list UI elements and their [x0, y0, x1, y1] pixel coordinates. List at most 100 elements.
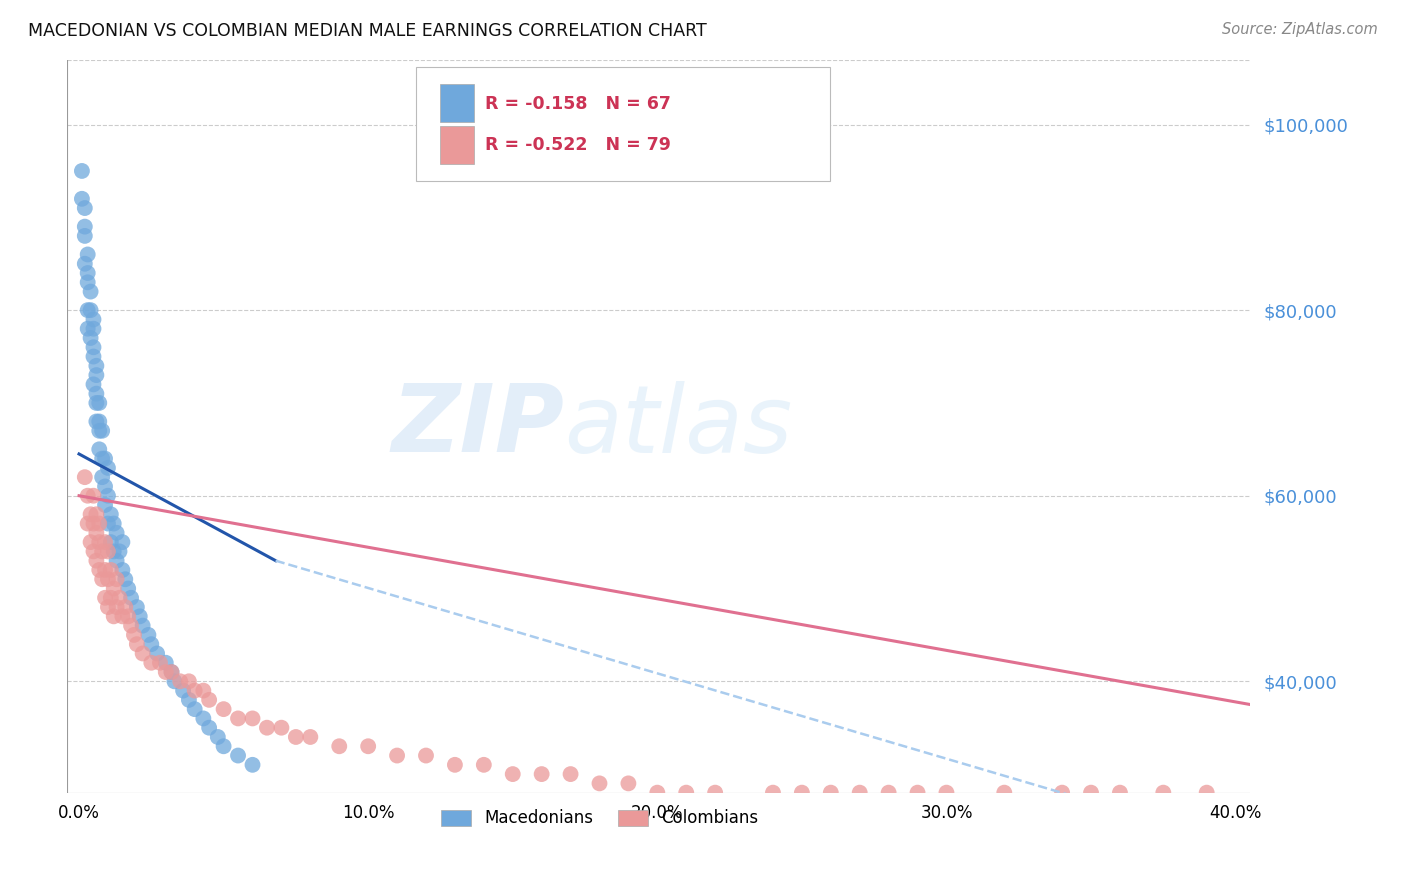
Point: [103, 516, 125, 531]
Point: [117, 609, 139, 624]
Point: [675, 786, 697, 800]
Point: [76, 303, 98, 318]
Point: [299, 730, 322, 744]
Point: [100, 535, 122, 549]
Point: [97, 544, 120, 558]
Point: [131, 647, 153, 661]
Point: [111, 563, 134, 577]
Point: [89, 563, 111, 577]
Point: [108, 591, 131, 605]
Point: [105, 572, 128, 586]
Point: [502, 767, 524, 781]
Text: Source: ZipAtlas.com: Source: ZipAtlas.com: [1222, 22, 1378, 37]
Point: [149, 656, 172, 670]
Point: [1080, 786, 1102, 800]
Point: [704, 786, 727, 800]
Point: [120, 618, 142, 632]
Point: [79, 285, 101, 299]
Point: [125, 637, 148, 651]
Point: [935, 786, 957, 800]
Point: [97, 461, 120, 475]
Point: [82, 312, 104, 326]
Point: [82, 350, 104, 364]
Point: [94, 498, 117, 512]
Point: [212, 739, 235, 754]
Point: [86, 525, 108, 540]
Point: [111, 535, 134, 549]
Point: [160, 665, 183, 679]
Point: [73, 470, 96, 484]
Point: [76, 516, 98, 531]
Point: [86, 554, 108, 568]
Point: [89, 396, 111, 410]
Point: [105, 525, 128, 540]
Point: [94, 563, 117, 577]
Point: [82, 544, 104, 558]
Text: atlas: atlas: [564, 381, 793, 472]
Point: [76, 489, 98, 503]
Point: [79, 508, 101, 522]
Point: [172, 683, 194, 698]
FancyBboxPatch shape: [440, 126, 474, 164]
Point: [103, 582, 125, 596]
Text: MACEDONIAN VS COLOMBIAN MEDIAN MALE EARNINGS CORRELATION CHART: MACEDONIAN VS COLOMBIAN MEDIAN MALE EARN…: [28, 22, 707, 40]
Point: [86, 368, 108, 383]
Point: [131, 618, 153, 632]
Point: [91, 544, 114, 558]
Point: [160, 665, 183, 679]
Point: [444, 757, 467, 772]
Point: [198, 693, 221, 707]
Point: [100, 508, 122, 522]
Point: [97, 600, 120, 615]
Text: ZIP: ZIP: [391, 380, 564, 472]
Point: [82, 340, 104, 354]
Point: [212, 702, 235, 716]
Point: [70, 164, 93, 178]
Point: [155, 665, 177, 679]
Point: [91, 424, 114, 438]
Point: [183, 683, 205, 698]
Point: [114, 600, 136, 615]
Point: [89, 442, 111, 457]
Point: [193, 683, 215, 698]
Point: [125, 600, 148, 615]
Point: [79, 535, 101, 549]
Point: [169, 674, 191, 689]
Point: [94, 451, 117, 466]
Text: R = -0.158   N = 67: R = -0.158 N = 67: [485, 95, 671, 112]
Point: [762, 786, 785, 800]
Point: [122, 628, 145, 642]
Point: [207, 730, 229, 744]
Point: [73, 201, 96, 215]
Point: [82, 377, 104, 392]
Point: [108, 544, 131, 558]
Point: [89, 424, 111, 438]
Point: [790, 786, 813, 800]
Point: [117, 582, 139, 596]
Point: [91, 572, 114, 586]
Point: [560, 767, 582, 781]
Point: [91, 451, 114, 466]
Point: [270, 721, 292, 735]
Point: [89, 535, 111, 549]
Point: [86, 415, 108, 429]
Point: [155, 656, 177, 670]
Point: [128, 609, 150, 624]
Point: [198, 721, 221, 735]
Point: [86, 396, 108, 410]
Point: [86, 359, 108, 373]
Point: [86, 386, 108, 401]
Legend: Macedonians, Colombians: Macedonians, Colombians: [433, 801, 766, 836]
Point: [226, 711, 249, 725]
Point: [79, 331, 101, 345]
Point: [89, 415, 111, 429]
Point: [94, 535, 117, 549]
Point: [328, 739, 350, 754]
Point: [226, 748, 249, 763]
Point: [97, 572, 120, 586]
Point: [111, 609, 134, 624]
Point: [141, 637, 163, 651]
Point: [86, 508, 108, 522]
Point: [385, 748, 408, 763]
Point: [146, 647, 169, 661]
